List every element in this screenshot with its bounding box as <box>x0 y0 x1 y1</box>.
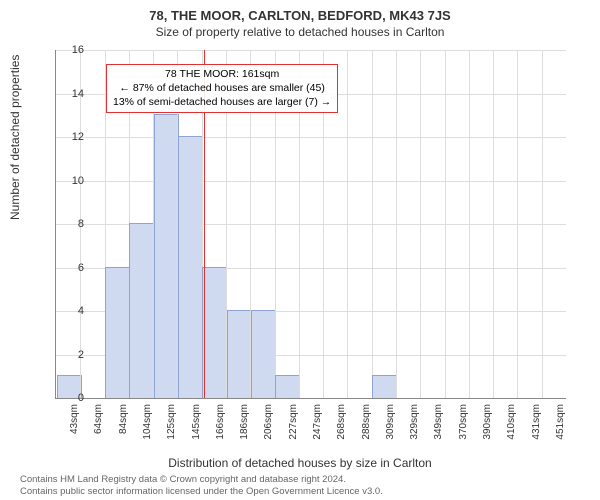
annotation-box: 78 THE MOOR: 161sqm← 87% of detached hou… <box>106 64 338 113</box>
histogram-bar <box>275 375 300 398</box>
y-tick: 2 <box>54 349 84 361</box>
y-tick: 10 <box>54 175 84 187</box>
chart-title-main: 78, THE MOOR, CARLTON, BEDFORD, MK43 7JS <box>0 0 600 23</box>
histogram-bar <box>129 223 154 398</box>
y-tick: 14 <box>54 88 84 100</box>
gridline-v <box>517 50 518 398</box>
annotation-line1: 78 THE MOOR: 161sqm <box>113 67 331 81</box>
annotation-line3: 13% of semi-detached houses are larger (… <box>113 95 331 109</box>
gridline-v <box>493 50 494 398</box>
attribution-line2: Contains public sector information licen… <box>20 486 383 498</box>
chart-container: 78, THE MOOR, CARLTON, BEDFORD, MK43 7JS… <box>0 0 600 500</box>
x-tick: 125sqm <box>166 404 177 444</box>
x-tick: 431sqm <box>531 404 542 444</box>
histogram-bar <box>178 136 203 398</box>
gridline-v <box>420 50 421 398</box>
x-tick: 186sqm <box>239 404 250 444</box>
y-tick: 8 <box>54 218 84 230</box>
x-tick: 84sqm <box>118 404 129 444</box>
attribution-text: Contains HM Land Registry data © Crown c… <box>20 474 383 498</box>
gridline-v <box>542 50 543 398</box>
x-tick: 43sqm <box>69 404 80 444</box>
x-tick: 370sqm <box>458 404 469 444</box>
y-tick: 12 <box>54 131 84 143</box>
y-axis-label: Number of detached properties <box>8 55 22 220</box>
x-tick: 104sqm <box>142 404 153 444</box>
y-tick: 0 <box>54 392 84 404</box>
y-tick: 16 <box>54 44 84 56</box>
x-tick: 410sqm <box>506 404 517 444</box>
attribution-line1: Contains HM Land Registry data © Crown c… <box>20 474 383 486</box>
y-tick: 6 <box>54 262 84 274</box>
gridline-v <box>445 50 446 398</box>
histogram-bar <box>202 267 227 399</box>
histogram-bar <box>372 375 397 398</box>
plot-area: 78 THE MOOR: 161sqm← 87% of detached hou… <box>55 50 566 399</box>
annotation-line2: ← 87% of detached houses are smaller (45… <box>113 81 331 95</box>
histogram-bar <box>105 267 130 399</box>
x-tick: 145sqm <box>191 404 202 444</box>
gridline-v <box>396 50 397 398</box>
x-tick: 206sqm <box>263 404 274 444</box>
x-tick: 166sqm <box>215 404 226 444</box>
x-tick: 288sqm <box>361 404 372 444</box>
x-tick: 309sqm <box>385 404 396 444</box>
gridline-h <box>56 137 566 138</box>
x-tick: 268sqm <box>336 404 347 444</box>
x-tick: 390sqm <box>482 404 493 444</box>
x-tick: 349sqm <box>433 404 444 444</box>
x-tick: 247sqm <box>312 404 323 444</box>
chart-title-sub: Size of property relative to detached ho… <box>0 23 600 39</box>
histogram-bar <box>251 310 276 398</box>
x-tick: 329sqm <box>409 404 420 444</box>
histogram-bar <box>154 114 179 398</box>
histogram-bar <box>227 310 252 398</box>
x-axis-label: Distribution of detached houses by size … <box>0 456 600 470</box>
gridline-v <box>347 50 348 398</box>
y-tick: 4 <box>54 305 84 317</box>
gridline-h <box>56 181 566 182</box>
x-tick: 227sqm <box>288 404 299 444</box>
gridline-v <box>469 50 470 398</box>
gridline-h <box>56 50 566 51</box>
x-tick: 451sqm <box>555 404 566 444</box>
gridline-v <box>372 50 373 398</box>
x-tick: 64sqm <box>93 404 104 444</box>
